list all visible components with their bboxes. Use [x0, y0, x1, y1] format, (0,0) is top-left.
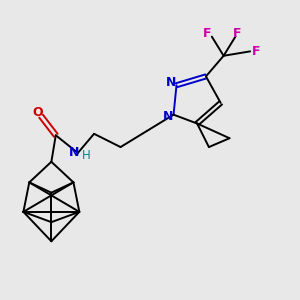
Text: N: N: [163, 110, 173, 123]
Text: N: N: [166, 76, 176, 89]
Text: F: F: [232, 27, 241, 40]
Text: F: F: [252, 45, 260, 58]
Text: F: F: [203, 27, 212, 40]
Text: N: N: [69, 146, 80, 159]
Text: H: H: [82, 149, 91, 162]
Text: O: O: [33, 106, 44, 119]
